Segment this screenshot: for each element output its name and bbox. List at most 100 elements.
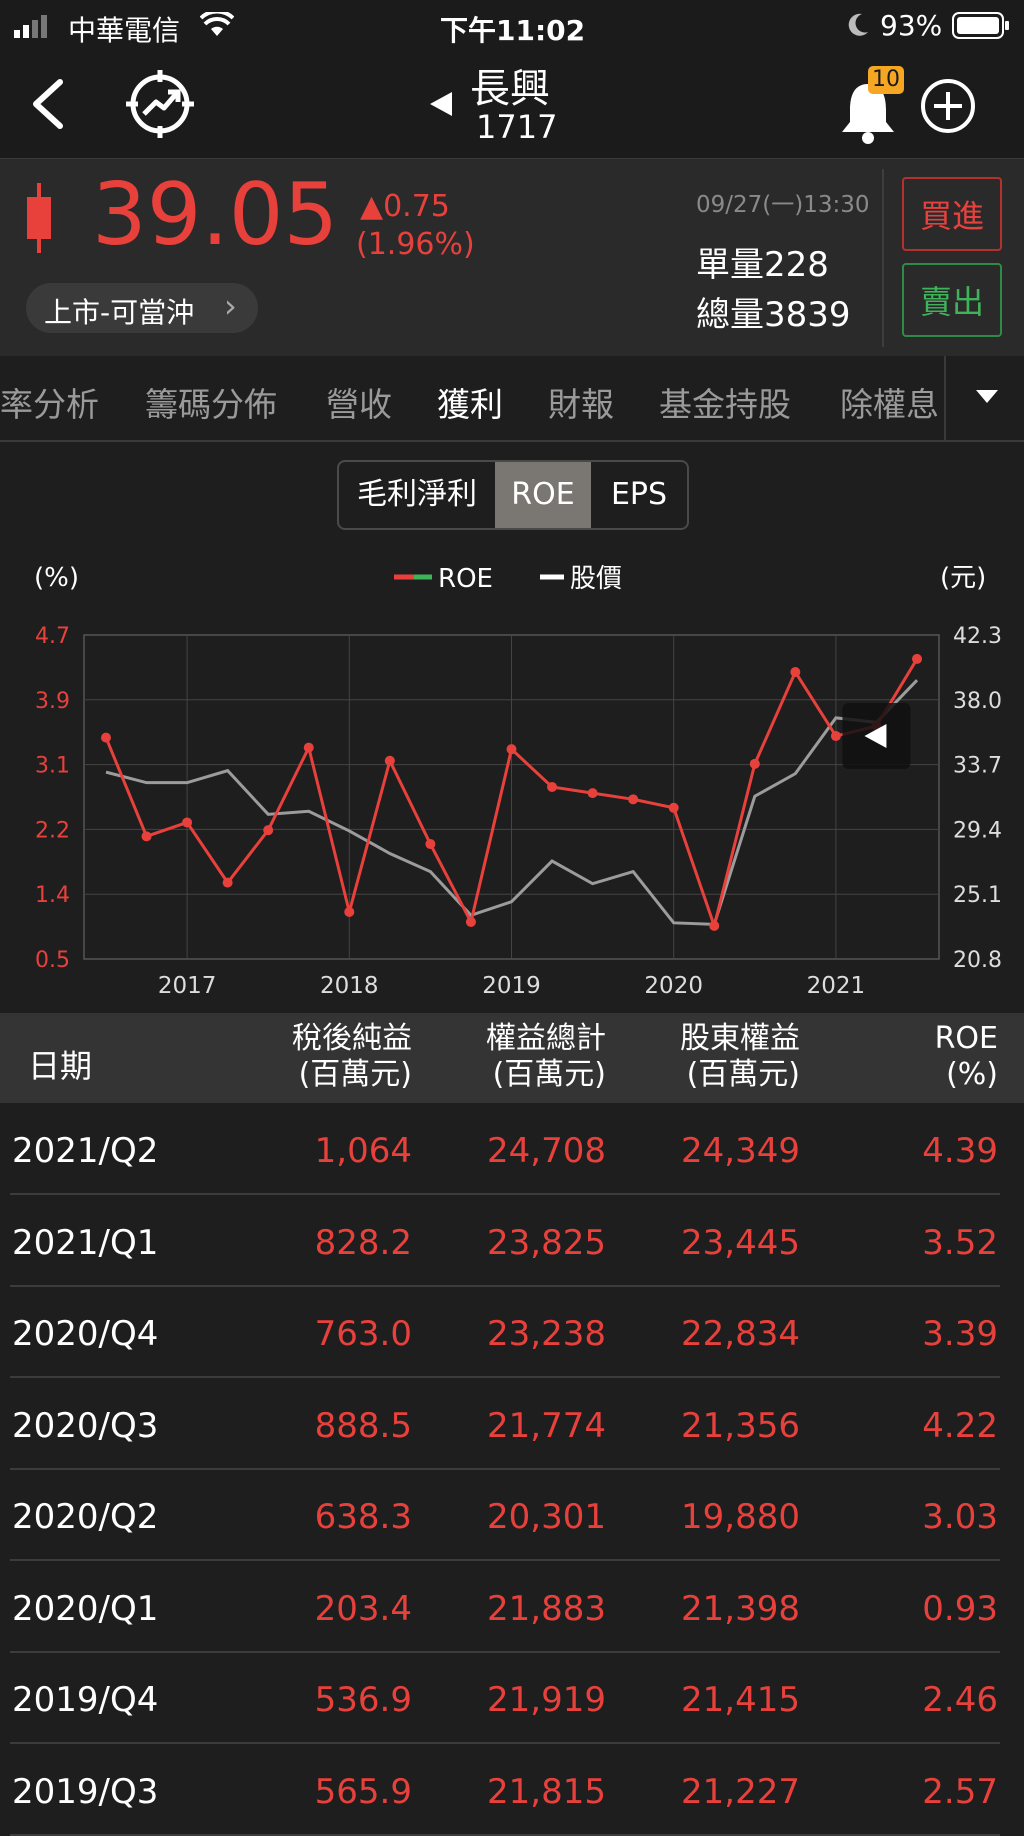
- roe-point: [668, 802, 679, 813]
- cell-net-income: 203.4: [314, 1588, 412, 1629]
- tab-bar: 率分析 籌碼分佈 營收 獲利 財報 基金持股 除權息: [0, 356, 1024, 442]
- stock-name: 長興: [470, 66, 550, 112]
- market-tag[interactable]: 上市-可當沖 ›: [26, 283, 258, 333]
- x-tick-label: 2019: [482, 973, 541, 999]
- cell-total-equity: 24,708: [487, 1131, 606, 1171]
- candlestick-icon: [27, 183, 51, 253]
- last-price: 39.05: [92, 165, 339, 265]
- market-tag-label: 上市-可當沖: [44, 296, 195, 329]
- roe-point: [790, 667, 801, 678]
- cell-shareholder-equity: 21,356: [681, 1405, 800, 1446]
- wifi-icon: [200, 12, 234, 36]
- x-tick-label: 2018: [320, 973, 379, 999]
- y-tick-right: 42.3: [953, 624, 1002, 649]
- roe-point: [344, 906, 355, 917]
- tab-revenue[interactable]: 營收: [326, 385, 392, 424]
- table-row[interactable]: 2019/Q4 536.9 21,919 21,415 2.46: [0, 1652, 1024, 1744]
- collapse-arrow-icon: [864, 724, 887, 748]
- table-header: 日期 稅後純益 (百萬元) 權益總計 (百萬元) 股東權益 (百萬元) ROE (%): [0, 1013, 1024, 1103]
- cell-shareholder-equity: 21,398: [681, 1588, 800, 1629]
- cell-shareholder-equity: 22,834: [681, 1314, 800, 1354]
- cell-net-income: 536.9: [314, 1680, 412, 1720]
- cell-shareholder-equity: 21,415: [681, 1680, 800, 1720]
- x-tick-label: 2021: [807, 973, 866, 999]
- y-tick-left: 0.5: [35, 948, 70, 973]
- price-change-pct: (1.96%): [356, 227, 475, 262]
- prev-icon[interactable]: [428, 90, 454, 118]
- cell-shareholder-equity: 19,880: [681, 1497, 800, 1537]
- roe-point: [384, 755, 395, 766]
- tab-dividends[interactable]: 除權息: [840, 385, 939, 424]
- y-tick-left: 1.4: [35, 883, 70, 908]
- table-row[interactable]: 2021/Q2 1,064 24,708 24,349 4.39: [0, 1103, 1024, 1195]
- cell-roe: 3.52: [922, 1222, 998, 1263]
- cell-total-equity: 23,238: [487, 1314, 606, 1354]
- roe-point: [222, 877, 233, 888]
- clock: 下午11:02: [440, 14, 586, 47]
- cell-roe: 0.93: [922, 1588, 998, 1629]
- cell-net-income: 565.9: [314, 1771, 412, 1812]
- x-tick-label: 2017: [158, 973, 217, 999]
- total-volume: 總量3839: [696, 295, 851, 335]
- table-row[interactable]: 2019/Q3 565.9 21,815 21,227 2.57: [0, 1744, 1024, 1836]
- cell-total-equity: 21,919: [487, 1680, 606, 1720]
- roe-point: [830, 731, 841, 742]
- moon-icon: [848, 13, 868, 36]
- roe-point: [506, 744, 517, 755]
- cell-net-income: 1,064: [314, 1131, 412, 1171]
- roe-point: [425, 839, 436, 850]
- y-tick-left: 3.1: [35, 754, 70, 779]
- tab-chip-distribution[interactable]: 籌碼分佈: [145, 385, 277, 424]
- cell-roe: 2.46: [922, 1680, 998, 1720]
- cell-date: 2020/Q1: [12, 1588, 159, 1629]
- table-row[interactable]: 2021/Q1 828.2 23,825 23,445 3.52: [0, 1195, 1024, 1287]
- tab-more-button[interactable]: [944, 356, 1024, 440]
- back-icon[interactable]: [28, 78, 68, 130]
- segment-margin[interactable]: 毛利淨利: [357, 477, 477, 512]
- row-divider: [10, 1742, 1000, 1744]
- quote-panel: 39.05 ▲0.75 (1.96%) 上市-可當沖 › 09/27(一)13:…: [0, 158, 1024, 357]
- table-row[interactable]: 2020/Q1 203.4 21,883 21,398 0.93: [0, 1561, 1024, 1653]
- roe-price-chart: 4.7 42.3 3.9 38.0 3.1 33.7 2.2 29.4 1.4 25.1 0.5 20…: [34, 563, 1002, 999]
- buy-button[interactable]: 買進: [902, 177, 1002, 251]
- caret-down-icon: [976, 390, 998, 403]
- cell-total-equity: 23,825: [487, 1222, 606, 1263]
- cell-net-income: 888.5: [314, 1405, 412, 1446]
- y-tick-right: 25.1: [953, 883, 1002, 908]
- roe-point: [101, 732, 111, 743]
- tab-fund-holdings[interactable]: 基金持股: [659, 385, 791, 424]
- cell-date: 2020/Q3: [12, 1405, 159, 1446]
- roe-point: [709, 920, 720, 931]
- y-tick-right: 29.4: [953, 818, 1002, 843]
- cell-net-income: 828.2: [314, 1222, 412, 1263]
- divider: [882, 169, 884, 347]
- stock-code: 1717: [476, 108, 558, 146]
- x-tick-label: 2020: [644, 973, 703, 999]
- y-tick-right: 20.8: [953, 948, 1002, 973]
- nav-bar: 長興 1717 10: [0, 52, 1024, 158]
- segment-eps[interactable]: EPS: [610, 477, 668, 512]
- table-row[interactable]: 2020/Q2 638.3 20,301 19,880 3.03: [0, 1469, 1024, 1561]
- add-icon[interactable]: [918, 76, 978, 136]
- price-change: ▲0.75: [360, 189, 450, 224]
- header-date: 日期: [28, 1047, 93, 1085]
- cell-roe: 3.03: [922, 1497, 998, 1537]
- table-row[interactable]: 2020/Q3 888.5 21,774 21,356 4.22: [0, 1378, 1024, 1470]
- tab-financials[interactable]: 財報: [548, 385, 614, 424]
- segment-roe[interactable]: ROE: [495, 462, 591, 528]
- cell-net-income: 763.0: [314, 1314, 412, 1354]
- quote-datetime: 09/27(一)13:30: [696, 192, 870, 218]
- tab-profit[interactable]: 獲利: [437, 385, 503, 424]
- trend-icon[interactable]: [124, 68, 196, 140]
- sell-button[interactable]: 賣出: [902, 263, 1002, 337]
- tab-ratio-analysis[interactable]: 率分析: [0, 385, 99, 424]
- bell-icon[interactable]: [836, 76, 902, 146]
- cell-roe: 4.22: [922, 1405, 998, 1446]
- y-tick-right: 33.7: [953, 754, 1002, 779]
- roe-point: [182, 817, 193, 828]
- cell-shareholder-equity: 21,227: [681, 1771, 800, 1812]
- table-row[interactable]: 2020/Q4 763.0 23,238 22,834 3.39: [0, 1286, 1024, 1378]
- status-bar: 中華電信 下午11:02 93%: [0, 0, 1024, 52]
- row-divider: [10, 1467, 1000, 1470]
- roe-point: [912, 653, 922, 664]
